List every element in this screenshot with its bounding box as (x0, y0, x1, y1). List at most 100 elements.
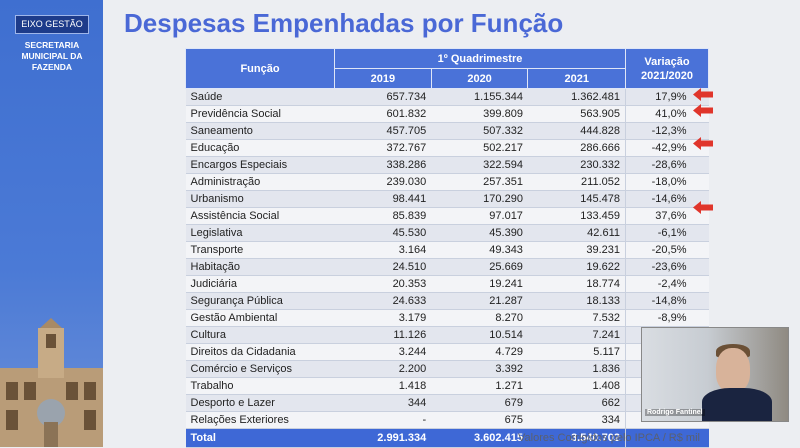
table-row: Comércio e Serviços 2.200 3.392 1.836 (185, 360, 709, 378)
expenses-table: Função 1º Quadrimestre Variação 2021/202… (185, 48, 709, 448)
cell-2020: 49.343 (431, 241, 528, 259)
table-row: Desporto e Lazer 344 679 662 (185, 394, 709, 412)
row-label: Direitos da Cidadania (185, 343, 335, 361)
total-2020: 3.602.415 (431, 428, 528, 448)
cell-2019: 11.126 (334, 326, 432, 344)
cell-2019: 601.832 (334, 105, 432, 123)
row-label: Cultura (185, 326, 335, 344)
cell-variacao: 37,6% (625, 207, 709, 225)
row-label: Segurança Pública (185, 292, 335, 310)
header-variacao-line2: 2021/2020 (641, 69, 693, 82)
cell-2019: 457.705 (334, 122, 432, 140)
cell-variacao: -14,6% (625, 190, 709, 208)
cell-2021: 7.241 (527, 326, 626, 344)
table-row: Direitos da Cidadania 3.244 4.729 5.117 (185, 343, 709, 361)
cell-2020: 507.332 (431, 122, 528, 140)
cell-2020: 257.351 (431, 173, 528, 191)
cell-2019: 98.441 (334, 190, 432, 208)
cell-variacao: -6,1% (625, 224, 709, 242)
table-row: Judiciária 20.353 19.241 18.774 -2,4% (185, 275, 709, 293)
cell-2019: 239.030 (334, 173, 432, 191)
table-row: Encargos Especiais 338.286 322.594 230.332-… (185, 156, 709, 174)
participant-face (716, 348, 750, 392)
table-row: Administração 239.030 257.351 211.052 -18,0% (185, 173, 709, 191)
header-year-2019: 2019 (334, 68, 432, 89)
cell-2020: 322.594 (431, 156, 528, 174)
row-label: Urbanismo (185, 190, 335, 208)
cell-2019: 24.510 (334, 258, 432, 276)
cell-2019: 3.164 (334, 241, 432, 259)
cell-2021: 230.332 (527, 156, 626, 174)
cell-variacao: -8,9% (625, 309, 709, 327)
header-year-2021: 2021 (527, 68, 626, 89)
cell-2020: 21.287 (431, 292, 528, 310)
cell-variacao: 17,9% (625, 88, 709, 106)
secretaria-line-2: MUNICIPAL DA (21, 51, 83, 61)
cell-2020: 1.271 (431, 377, 528, 395)
cell-2020: 3.392 (431, 360, 528, 378)
participant-body (702, 388, 772, 421)
cell-2021: 211.052 (527, 173, 626, 191)
table-row: Legislativa 45.530 45.390 42.611 -6,1% (185, 224, 709, 242)
row-label: Administração (185, 173, 335, 191)
table-row: Saúde 657.734 1.155.344 1.362.481 17,9% (185, 88, 709, 106)
highlight-arrow-icon (693, 88, 713, 101)
row-label: Encargos Especiais (185, 156, 335, 174)
cell-2021: 18.133 (527, 292, 626, 310)
eixo-badge: EIXO GESTÃO (15, 15, 89, 34)
row-label: Previdência Social (185, 105, 335, 123)
cell-2020: 675 (431, 411, 528, 429)
total-label: Total (185, 428, 335, 448)
cell-2019: 657.734 (334, 88, 432, 106)
cell-2019: 85.839 (334, 207, 432, 225)
cell-2020: 679 (431, 394, 528, 412)
table-row: Segurança Pública 24.633 21.287 18.133 -14,8… (185, 292, 709, 310)
row-label: Relações Exteriores (185, 411, 335, 429)
row-label: Legislativa (185, 224, 335, 242)
cell-2019: 338.286 (334, 156, 432, 174)
cell-variacao: -28,6% (625, 156, 709, 174)
cell-2021: 7.532 (527, 309, 626, 327)
cell-2021: 444.828 (527, 122, 626, 140)
table-row: Saneamento 457.705 507.332 444.828 -12,3% (185, 122, 709, 140)
slide-title: Despesas Empenhadas por Função (124, 8, 564, 38)
row-label: Trabalho (185, 377, 335, 395)
row-label: Saúde (185, 88, 335, 106)
city-hall-illustration (0, 318, 103, 447)
cell-2021: 286.666 (527, 139, 626, 157)
cell-variacao: -20,5% (625, 241, 709, 259)
row-label: Judiciária (185, 275, 335, 293)
cell-2021: 18.774 (527, 275, 626, 293)
cell-2021: 1.836 (527, 360, 626, 378)
cell-2019: - (334, 411, 432, 429)
row-label: Gestão Ambiental (185, 309, 335, 327)
cell-variacao: -42,9% (625, 139, 709, 157)
row-label: Transporte (185, 241, 335, 259)
cell-2021: 334 (527, 411, 626, 429)
row-label: Assistência Social (185, 207, 335, 225)
participant-video-tile[interactable]: Rodrigo Fantinel (641, 327, 789, 422)
cell-2019: 3.244 (334, 343, 432, 361)
table-row: Gestão Ambiental 3.179 8.270 7.532 -8,9% (185, 309, 709, 327)
row-label: Comércio e Serviços (185, 360, 335, 378)
cell-2020: 97.017 (431, 207, 528, 225)
header-year-2020: 2020 (430, 68, 529, 89)
total-2019: 2.991.334 (334, 428, 432, 448)
highlight-arrow-icon (693, 137, 713, 150)
total-2021: 3.540.702 (527, 428, 626, 448)
cell-2019: 2.200 (334, 360, 432, 378)
header-variacao: Variação 2021/2020 (625, 48, 709, 89)
cell-2021: 19.622 (527, 258, 626, 276)
cell-variacao: 41,0% (625, 105, 709, 123)
table-row: Previdência Social 601.832 399.809 563.905 4… (185, 105, 709, 123)
highlight-arrow-icon (693, 201, 713, 214)
row-label: Educação (185, 139, 335, 157)
cell-2020: 45.390 (431, 224, 528, 242)
sidebar: EIXO GESTÃO SECRETARIA MUNICIPAL DA FAZE… (0, 0, 103, 447)
cell-variacao: -18,0% (625, 173, 709, 191)
cell-2021: 42.611 (527, 224, 626, 242)
cell-variacao: -23,6% (625, 258, 709, 276)
table-row: Relações Exteriores -675 334 (185, 411, 709, 429)
cell-2019: 45.530 (334, 224, 432, 242)
